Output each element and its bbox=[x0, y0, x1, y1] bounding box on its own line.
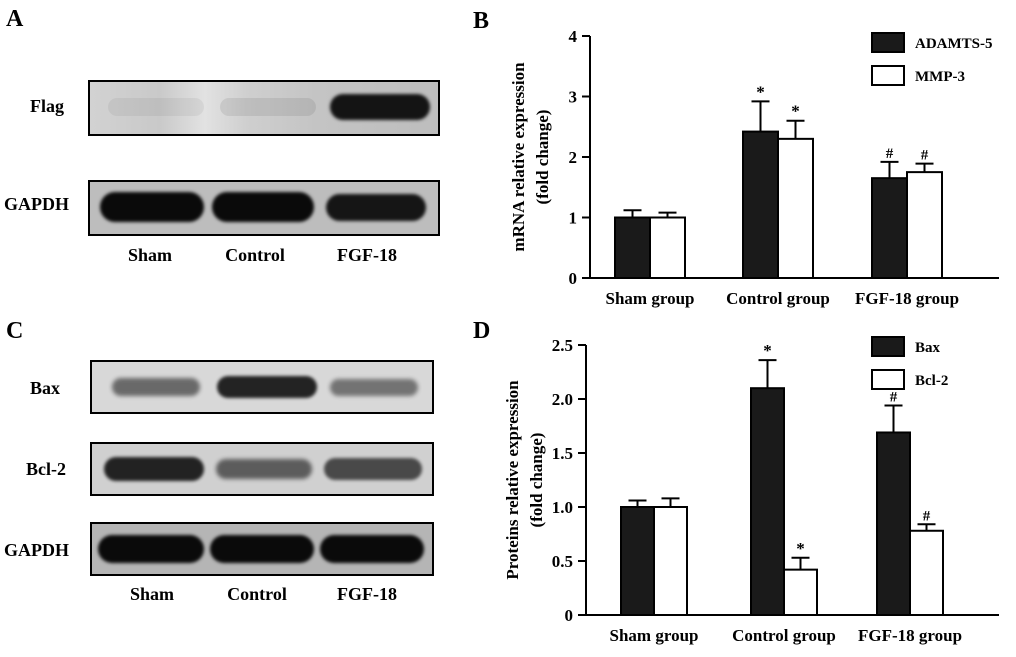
bar-mmp-3 bbox=[906, 171, 943, 279]
bar-adamts-5 bbox=[871, 177, 908, 279]
y-axis-label: mRNA relative expression bbox=[509, 62, 528, 252]
lane-label-sham-c: Sham bbox=[129, 584, 174, 604]
blot-row-label-bcl2: Bcl-2 bbox=[26, 459, 66, 479]
bar-bcl-2 bbox=[909, 529, 944, 616]
panel-letter-a: A bbox=[6, 6, 24, 32]
y-tick-label: 1 bbox=[569, 209, 578, 228]
legend-label: ADAMTS-5 bbox=[915, 36, 993, 52]
bar-adamts-5 bbox=[614, 216, 651, 279]
lane-label-sham: Sham bbox=[127, 245, 172, 265]
significance-mark: # bbox=[923, 508, 931, 524]
bar-bax bbox=[620, 506, 655, 616]
western-blot-bcl2 bbox=[90, 442, 434, 496]
y-axis-label: (fold change) bbox=[533, 110, 552, 205]
x-tick-label: Control group bbox=[726, 289, 830, 308]
x-tick-label: Control group bbox=[732, 626, 836, 645]
significance-mark: # bbox=[890, 389, 898, 405]
legend-label: Bax bbox=[915, 340, 941, 356]
y-tick-label: 0.5 bbox=[552, 552, 573, 571]
bar-bcl-2 bbox=[783, 568, 818, 616]
bar-adamts-5 bbox=[742, 130, 779, 279]
x-tick-label: FGF-18 group bbox=[858, 626, 962, 645]
y-tick-label: 2.0 bbox=[552, 390, 573, 409]
y-tick-label: 0 bbox=[569, 269, 578, 288]
lane-label-fgf18: FGF-18 bbox=[337, 245, 397, 265]
legend-swatch bbox=[871, 65, 905, 86]
y-tick-label: 1.5 bbox=[552, 444, 573, 463]
bar-bax bbox=[750, 387, 785, 616]
band-bcl2-fgf18 bbox=[324, 458, 422, 480]
legend-swatch bbox=[871, 369, 905, 390]
legend-swatch bbox=[871, 32, 905, 53]
significance-mark: * bbox=[763, 341, 772, 360]
significance-mark: # bbox=[886, 146, 894, 162]
band-gapdh-c-control bbox=[210, 535, 314, 563]
bar-chart-protein-expression: 0 0.5 1.0 1.5 2.0 2.5 Proteins relative expres… bbox=[503, 336, 999, 645]
blot-row-label-gapdh: GAPDH bbox=[4, 194, 69, 214]
band-gapdh-c-fgf18 bbox=[320, 535, 424, 563]
western-blot-gapdh-c bbox=[90, 522, 434, 576]
band-gapdh-fgf18 bbox=[326, 194, 426, 221]
bar-bax bbox=[876, 431, 911, 617]
panel-letter-d: D bbox=[473, 318, 491, 344]
y-axis-label: Proteins relative expression bbox=[503, 380, 522, 580]
band-flag-control bbox=[220, 98, 316, 116]
lane-label-control-c: Control bbox=[227, 584, 287, 604]
legend-label: Bcl-2 bbox=[915, 373, 948, 389]
western-blot-gapdh bbox=[88, 180, 440, 236]
band-bax-fgf18 bbox=[330, 379, 418, 396]
x-tick-label: FGF-18 group bbox=[855, 289, 959, 308]
panel-letter-b: B bbox=[473, 8, 490, 34]
x-tick-label: Sham group bbox=[606, 289, 695, 308]
bar-bcl-2 bbox=[653, 506, 688, 616]
bar-mmp-3 bbox=[649, 216, 686, 279]
band-bax-sham bbox=[112, 378, 200, 396]
lane-label-fgf18-c: FGF-18 bbox=[337, 584, 397, 604]
blot-row-label-bax: Bax bbox=[30, 378, 61, 398]
y-tick-label: 3 bbox=[569, 88, 578, 107]
y-tick-label: 2.5 bbox=[552, 336, 573, 355]
y-axis-label: (fold change) bbox=[527, 433, 546, 528]
bar-chart-mrna-expression: 0 1 2 3 4 mRNA relative expression (fold chang… bbox=[509, 27, 999, 308]
significance-mark: # bbox=[921, 148, 929, 164]
band-flag-fgf18 bbox=[330, 94, 430, 120]
x-tick-label: Sham group bbox=[610, 626, 699, 645]
western-blot-flag bbox=[88, 80, 440, 136]
western-blot-bax bbox=[90, 360, 434, 414]
y-tick-label: 1.0 bbox=[552, 498, 573, 517]
significance-mark: * bbox=[796, 539, 805, 558]
y-tick-label: 0 bbox=[565, 606, 574, 625]
bar-mmp-3 bbox=[777, 137, 814, 279]
band-gapdh-control bbox=[212, 192, 314, 222]
band-gapdh-c-sham bbox=[98, 535, 204, 563]
lane-label-control: Control bbox=[225, 245, 285, 265]
blot-row-label-gapdh-c: GAPDH bbox=[4, 540, 69, 560]
band-flag-sham bbox=[108, 98, 204, 116]
significance-mark: * bbox=[756, 82, 765, 101]
y-tick-label: 2 bbox=[569, 148, 578, 167]
legend-label: MMP-3 bbox=[915, 69, 965, 85]
blot-row-label-flag: Flag bbox=[30, 96, 64, 116]
band-bcl2-control bbox=[216, 459, 312, 479]
legend-swatch bbox=[871, 336, 905, 357]
band-gapdh-sham bbox=[100, 192, 204, 222]
y-tick-label: 4 bbox=[569, 27, 578, 46]
panel-letter-c: C bbox=[6, 318, 24, 344]
band-bcl2-sham bbox=[104, 457, 204, 481]
band-bax-control bbox=[217, 376, 317, 398]
significance-mark: * bbox=[791, 102, 800, 121]
